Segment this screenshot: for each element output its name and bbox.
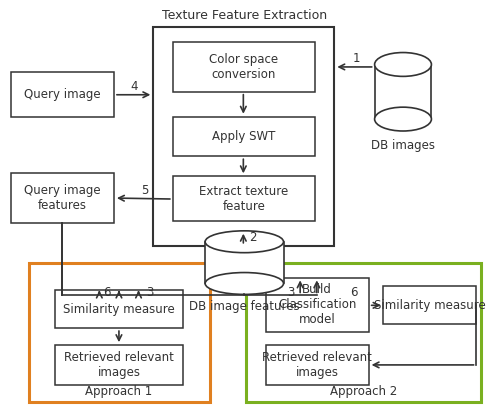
Text: 6: 6 xyxy=(350,286,358,299)
Ellipse shape xyxy=(374,53,432,76)
Text: 6: 6 xyxy=(104,286,111,299)
Text: Query image: Query image xyxy=(24,88,101,101)
Text: Extract texture
feature: Extract texture feature xyxy=(199,185,288,212)
Text: DB images: DB images xyxy=(371,139,435,152)
Bar xyxy=(56,345,182,385)
Ellipse shape xyxy=(205,272,284,294)
Bar xyxy=(11,173,114,223)
Text: 2: 2 xyxy=(250,231,257,244)
Bar xyxy=(205,242,284,284)
Bar xyxy=(384,286,476,324)
Text: Color space
conversion: Color space conversion xyxy=(210,53,278,81)
Bar xyxy=(173,42,315,92)
Text: Apply SWT: Apply SWT xyxy=(212,130,276,143)
Text: 4: 4 xyxy=(131,80,138,93)
Ellipse shape xyxy=(374,107,432,131)
Text: Texture Feature Extraction: Texture Feature Extraction xyxy=(162,9,327,22)
Text: 5: 5 xyxy=(140,184,148,196)
Bar xyxy=(266,345,368,385)
Text: Build
Classification
model: Build Classification model xyxy=(278,283,356,326)
Text: Approach 2: Approach 2 xyxy=(330,385,398,398)
Bar xyxy=(153,27,334,246)
Text: Query image
features: Query image features xyxy=(24,184,101,212)
Text: Retrieved relevant
images: Retrieved relevant images xyxy=(64,351,174,379)
Text: 3: 3 xyxy=(146,286,154,299)
Bar xyxy=(266,277,368,332)
Bar xyxy=(246,263,482,402)
Text: Similarity measure: Similarity measure xyxy=(63,303,175,316)
Text: 1: 1 xyxy=(352,53,360,65)
Bar xyxy=(29,263,210,402)
Text: Retrieved relevant
images: Retrieved relevant images xyxy=(262,351,372,379)
Bar xyxy=(11,72,114,117)
Bar xyxy=(56,291,182,328)
Text: 3: 3 xyxy=(286,286,294,299)
Text: Approach 1: Approach 1 xyxy=(86,385,152,398)
Text: DB image features: DB image features xyxy=(189,300,300,313)
Bar xyxy=(173,117,315,156)
Text: Similarity measure: Similarity measure xyxy=(374,299,486,312)
Ellipse shape xyxy=(205,231,284,253)
Bar xyxy=(374,65,432,119)
Bar xyxy=(173,176,315,221)
